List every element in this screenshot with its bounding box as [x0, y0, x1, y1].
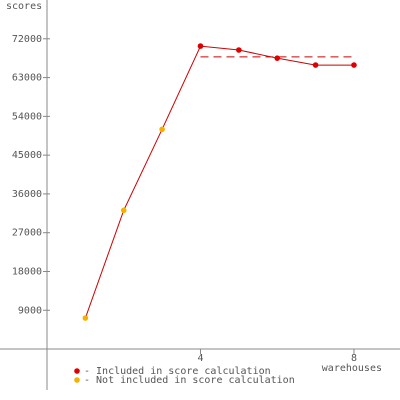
- data-point: [159, 126, 165, 133]
- legend-label: - Not included in score calculation: [84, 375, 295, 386]
- data-point: [312, 62, 319, 68]
- line: [84, 45, 354, 319]
- legend-marker: [74, 368, 80, 374]
- y-tick-label: 36000: [12, 189, 42, 200]
- data-point: [120, 207, 127, 214]
- y-tick-label: 9000: [18, 305, 42, 316]
- data-point: [82, 315, 89, 321]
- legend-label: - Included in score calculation: [84, 366, 271, 377]
- x-tick-label: 8: [351, 353, 357, 364]
- y-tick-label: 27000: [12, 228, 42, 239]
- y-tick-label: 63000: [12, 73, 42, 84]
- y-tick-label: 45000: [12, 150, 42, 161]
- data-point: [236, 47, 242, 53]
- x-axis-label: warehouses: [322, 363, 382, 374]
- y-tick-label: 54000: [12, 111, 42, 122]
- legend-marker: [74, 377, 80, 383]
- y-tick-label: 18000: [12, 266, 42, 277]
- x-tick-label: 4: [197, 353, 203, 364]
- y-tick-label: 72000: [12, 34, 42, 45]
- data-point: [197, 43, 204, 49]
- data-point: [351, 62, 357, 68]
- y-axis-label: scores: [6, 1, 42, 12]
- data-point: [274, 55, 281, 61]
